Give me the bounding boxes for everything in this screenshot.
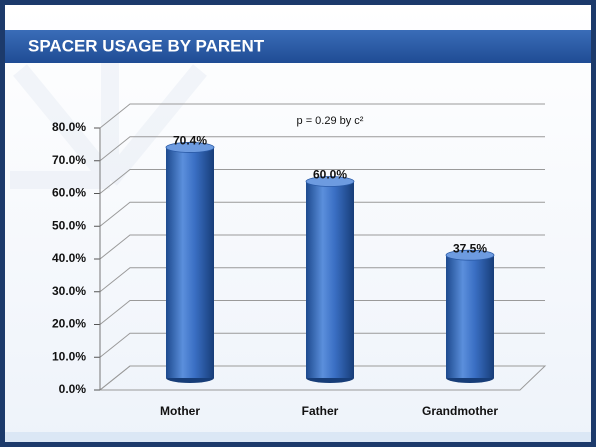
x-tick-label: Grandmother (422, 404, 498, 418)
y-tick-label: 40.0% (52, 251, 86, 265)
data-label: 70.4% (173, 134, 207, 148)
y-tick-label: 60.0% (52, 186, 86, 200)
grid-line (99, 332, 545, 358)
x-tick-label: Father (302, 404, 339, 418)
bar (166, 147, 214, 378)
grid-line (99, 300, 545, 325)
grid-line (99, 201, 545, 227)
cylinder-top (165, 142, 215, 153)
data-label: 37.5% (453, 241, 487, 255)
footer-band (5, 432, 591, 442)
annotation: p = 0.29 by c² (297, 115, 364, 127)
y-tick-label: 20.0% (52, 317, 86, 331)
bar (306, 181, 354, 378)
grid-line (99, 365, 545, 391)
slide-background (5, 5, 591, 442)
y-tick-label: 30.0% (52, 284, 86, 298)
bar (446, 255, 494, 378)
grid-line (99, 103, 545, 129)
grid-line (99, 169, 545, 194)
grid-line (99, 136, 545, 162)
grid-line (99, 234, 545, 260)
y-tick-label: 50.0% (52, 218, 86, 232)
y-tick-label: 80.0% (52, 120, 86, 134)
cylinder-top (445, 249, 495, 261)
y-tick-label: 10.0% (52, 349, 86, 363)
y-tick-label: 70.0% (52, 153, 86, 167)
x-tick-label: Mother (160, 404, 200, 418)
data-label: 60.0% (313, 168, 347, 182)
y-tick-label: 0.0% (59, 382, 87, 396)
header-bar (5, 30, 591, 63)
grid-line (99, 267, 545, 293)
cylinder-top (305, 176, 355, 187)
chart-title: SPACER USAGE BY PARENT (28, 36, 265, 55)
